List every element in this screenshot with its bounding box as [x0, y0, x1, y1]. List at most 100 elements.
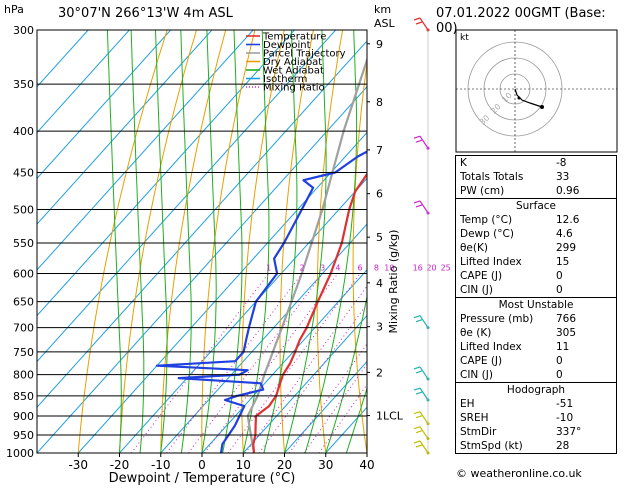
hodograph-point — [518, 97, 521, 100]
pressure-tick-label: 450 — [13, 166, 34, 179]
isotherm-line — [0, 30, 294, 453]
wind-barb — [414, 18, 430, 32]
wind-barb — [414, 441, 430, 455]
surface-title: Surface — [456, 199, 616, 213]
copyright: © weatheronline.co.uk — [456, 467, 582, 480]
most-unstable-label: CIN (J) — [460, 368, 493, 382]
index-value: -8 — [556, 156, 612, 170]
mixing-ratio-label: 25 — [441, 264, 451, 273]
km-tick-label: 7 — [376, 144, 383, 157]
mixing-ratio-label: 6 — [358, 264, 363, 273]
most-unstable-row: CIN (J)0 — [456, 368, 616, 382]
hodograph-value: 28 — [556, 439, 612, 453]
pressure-tick-label: 400 — [13, 125, 34, 138]
wind-barb — [414, 367, 430, 381]
surface-row: Lifted Index 15 — [456, 255, 616, 269]
hodograph-label: EH — [460, 397, 475, 411]
surface-row: CIN (J)0 — [456, 283, 616, 297]
mixing-ratio-label: 8 — [374, 264, 379, 273]
header-asl: ASL — [374, 17, 395, 30]
wet-adiabat — [346, 30, 421, 453]
wet-adiabat — [107, 30, 121, 453]
most-unstable-row: CAPE (J)0 — [456, 354, 616, 368]
hodograph-point — [540, 105, 544, 109]
most-unstable-value: 305 — [556, 326, 612, 340]
surface-label: Temp (°C) — [460, 213, 512, 227]
hodograph-row: StmSpd (kt) 28 — [456, 439, 616, 453]
mixing-ratio-label: 1 — [266, 264, 271, 273]
pressure-tick-label: 850 — [13, 390, 34, 403]
pressure-tick-label: 650 — [13, 296, 34, 309]
most-unstable-value: 766 — [556, 312, 612, 326]
mixing-ratio-label: 2 — [299, 264, 304, 273]
temp-tick-label: -30 — [68, 458, 88, 472]
temp-tick-label: -20 — [110, 458, 130, 472]
mixing-ratio-label: 16 — [413, 264, 423, 273]
index-value: 0.96 — [556, 184, 612, 198]
temp-tick-label: 20 — [277, 458, 292, 472]
header-km: km — [374, 3, 391, 16]
most-unstable-row: Lifted Index 11 — [456, 340, 616, 354]
hodograph-label: StmSpd (kt) — [460, 439, 523, 453]
most-unstable-value: 11 — [556, 340, 612, 354]
pressure-tick-label: 800 — [13, 369, 34, 382]
temp-tick-label: 40 — [359, 458, 374, 472]
km-tick-label: 5 — [376, 231, 383, 244]
header-hpa: hPa — [4, 3, 24, 16]
surface-value: 4.6 — [556, 227, 612, 241]
pressure-tick-label: 350 — [13, 78, 34, 91]
pressure-tick-label: 750 — [13, 346, 34, 359]
km-tick-label: 4 — [376, 277, 383, 290]
km-tick-label: 9 — [376, 38, 383, 51]
dry-adiabat — [78, 30, 167, 453]
dry-adiabat — [161, 30, 226, 453]
surface-value: 12.6 — [556, 213, 612, 227]
wind-barb — [414, 388, 430, 402]
surface-label: Lifted Index — [460, 255, 522, 269]
pressure-tick-label: 900 — [13, 410, 34, 423]
index-row: K -8 — [456, 156, 616, 170]
most-unstable-label: Lifted Index — [460, 340, 522, 354]
mixing-ratio-line — [319, 274, 446, 454]
mixing-ratio-label: 3 — [320, 264, 325, 273]
mixing-ratio-axis-label: Mixing Ratio (g/kg) — [387, 230, 400, 334]
surface-label: θe(K) — [460, 241, 488, 255]
wet-adiabat — [131, 30, 144, 453]
index-label: K — [460, 156, 467, 170]
index-row: PW (cm)0.96 — [456, 184, 616, 198]
hodograph-row: EH-51 — [456, 397, 616, 411]
index-value: 33 — [556, 170, 612, 184]
pressure-tick-label: 1000 — [6, 447, 34, 460]
surface-label: CAPE (J) — [460, 269, 502, 283]
km-tick-label: 8 — [376, 96, 383, 109]
wind-barb — [414, 316, 430, 330]
dry-adiabat — [422, 30, 450, 453]
index-row: Totals Totals 33 — [456, 170, 616, 184]
hodograph-title: Hodograph — [456, 383, 616, 397]
most-unstable-label: Pressure (mb) — [460, 312, 533, 326]
surface-value: 15 — [556, 255, 612, 269]
isotherm-line — [37, 30, 418, 453]
surface-value: 299 — [556, 241, 612, 255]
temp-tick-label: 0 — [198, 458, 206, 472]
wet-adiabat — [156, 30, 168, 453]
wind-barb — [414, 412, 430, 426]
wind-barb — [414, 427, 430, 441]
km-tick-label: 3 — [376, 321, 383, 334]
surface-label: Dewp (°C) — [460, 227, 514, 241]
surface-row: Temp (°C) 12.6 — [456, 213, 616, 227]
surface-row: CAPE (J)0 — [456, 269, 616, 283]
temp-tick-label: 30 — [318, 458, 333, 472]
temp-tick-label: -10 — [151, 458, 171, 472]
wet-adiabat — [223, 30, 242, 453]
surface-row: θe(K) 299 — [456, 241, 616, 255]
most-unstable-row: Pressure (mb) 766 — [456, 312, 616, 326]
pressure-tick-label: 550 — [13, 237, 34, 250]
pressure-tick-label: 500 — [13, 203, 34, 216]
index-label: Totals Totals — [460, 170, 523, 184]
hodograph-frame — [456, 30, 617, 152]
